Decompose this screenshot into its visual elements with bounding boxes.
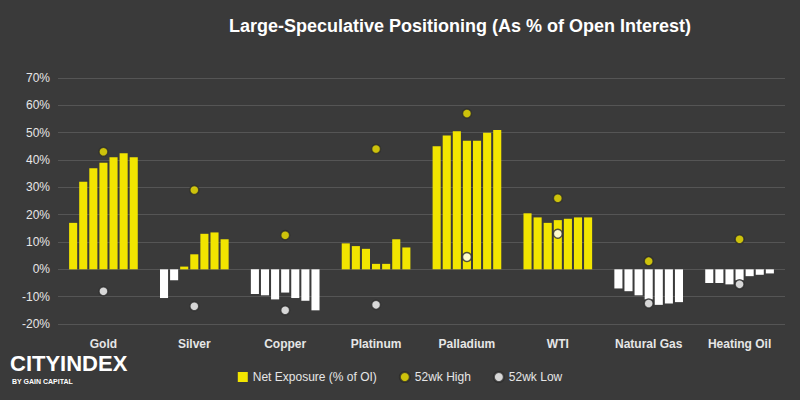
svg-text:BY GAIN CAPITAL: BY GAIN CAPITAL xyxy=(12,378,74,385)
svg-text:Heating Oil: Heating Oil xyxy=(708,337,771,351)
svg-text:Silver: Silver xyxy=(178,337,211,351)
svg-text:-20%: -20% xyxy=(22,317,50,331)
svg-text:Natural Gas: Natural Gas xyxy=(615,337,683,351)
svg-text:0%: 0% xyxy=(33,262,51,276)
svg-text:40%: 40% xyxy=(26,153,50,167)
svg-text:Copper: Copper xyxy=(264,337,306,351)
svg-text:CITYINDEX: CITYINDEX xyxy=(10,351,128,376)
svg-text:10%: 10% xyxy=(26,235,50,249)
svg-text:Platinum: Platinum xyxy=(351,337,402,351)
svg-text:52wk High: 52wk High xyxy=(415,370,471,384)
svg-text:-10%: -10% xyxy=(22,290,50,304)
svg-text:Gold: Gold xyxy=(90,337,117,351)
svg-text:Net Exposure (% of OI): Net Exposure (% of OI) xyxy=(253,370,377,384)
svg-text:60%: 60% xyxy=(26,98,50,112)
svg-text:50%: 50% xyxy=(26,126,50,140)
svg-text:Palladium: Palladium xyxy=(439,337,496,351)
svg-text:70%: 70% xyxy=(26,71,50,85)
svg-text:20%: 20% xyxy=(26,208,50,222)
svg-text:30%: 30% xyxy=(26,180,50,194)
svg-text:Large-Speculative Positioning: Large-Speculative Positioning (As % of O… xyxy=(229,16,691,36)
svg-text:52wk Low: 52wk Low xyxy=(509,370,563,384)
svg-text:WTI: WTI xyxy=(547,337,569,351)
